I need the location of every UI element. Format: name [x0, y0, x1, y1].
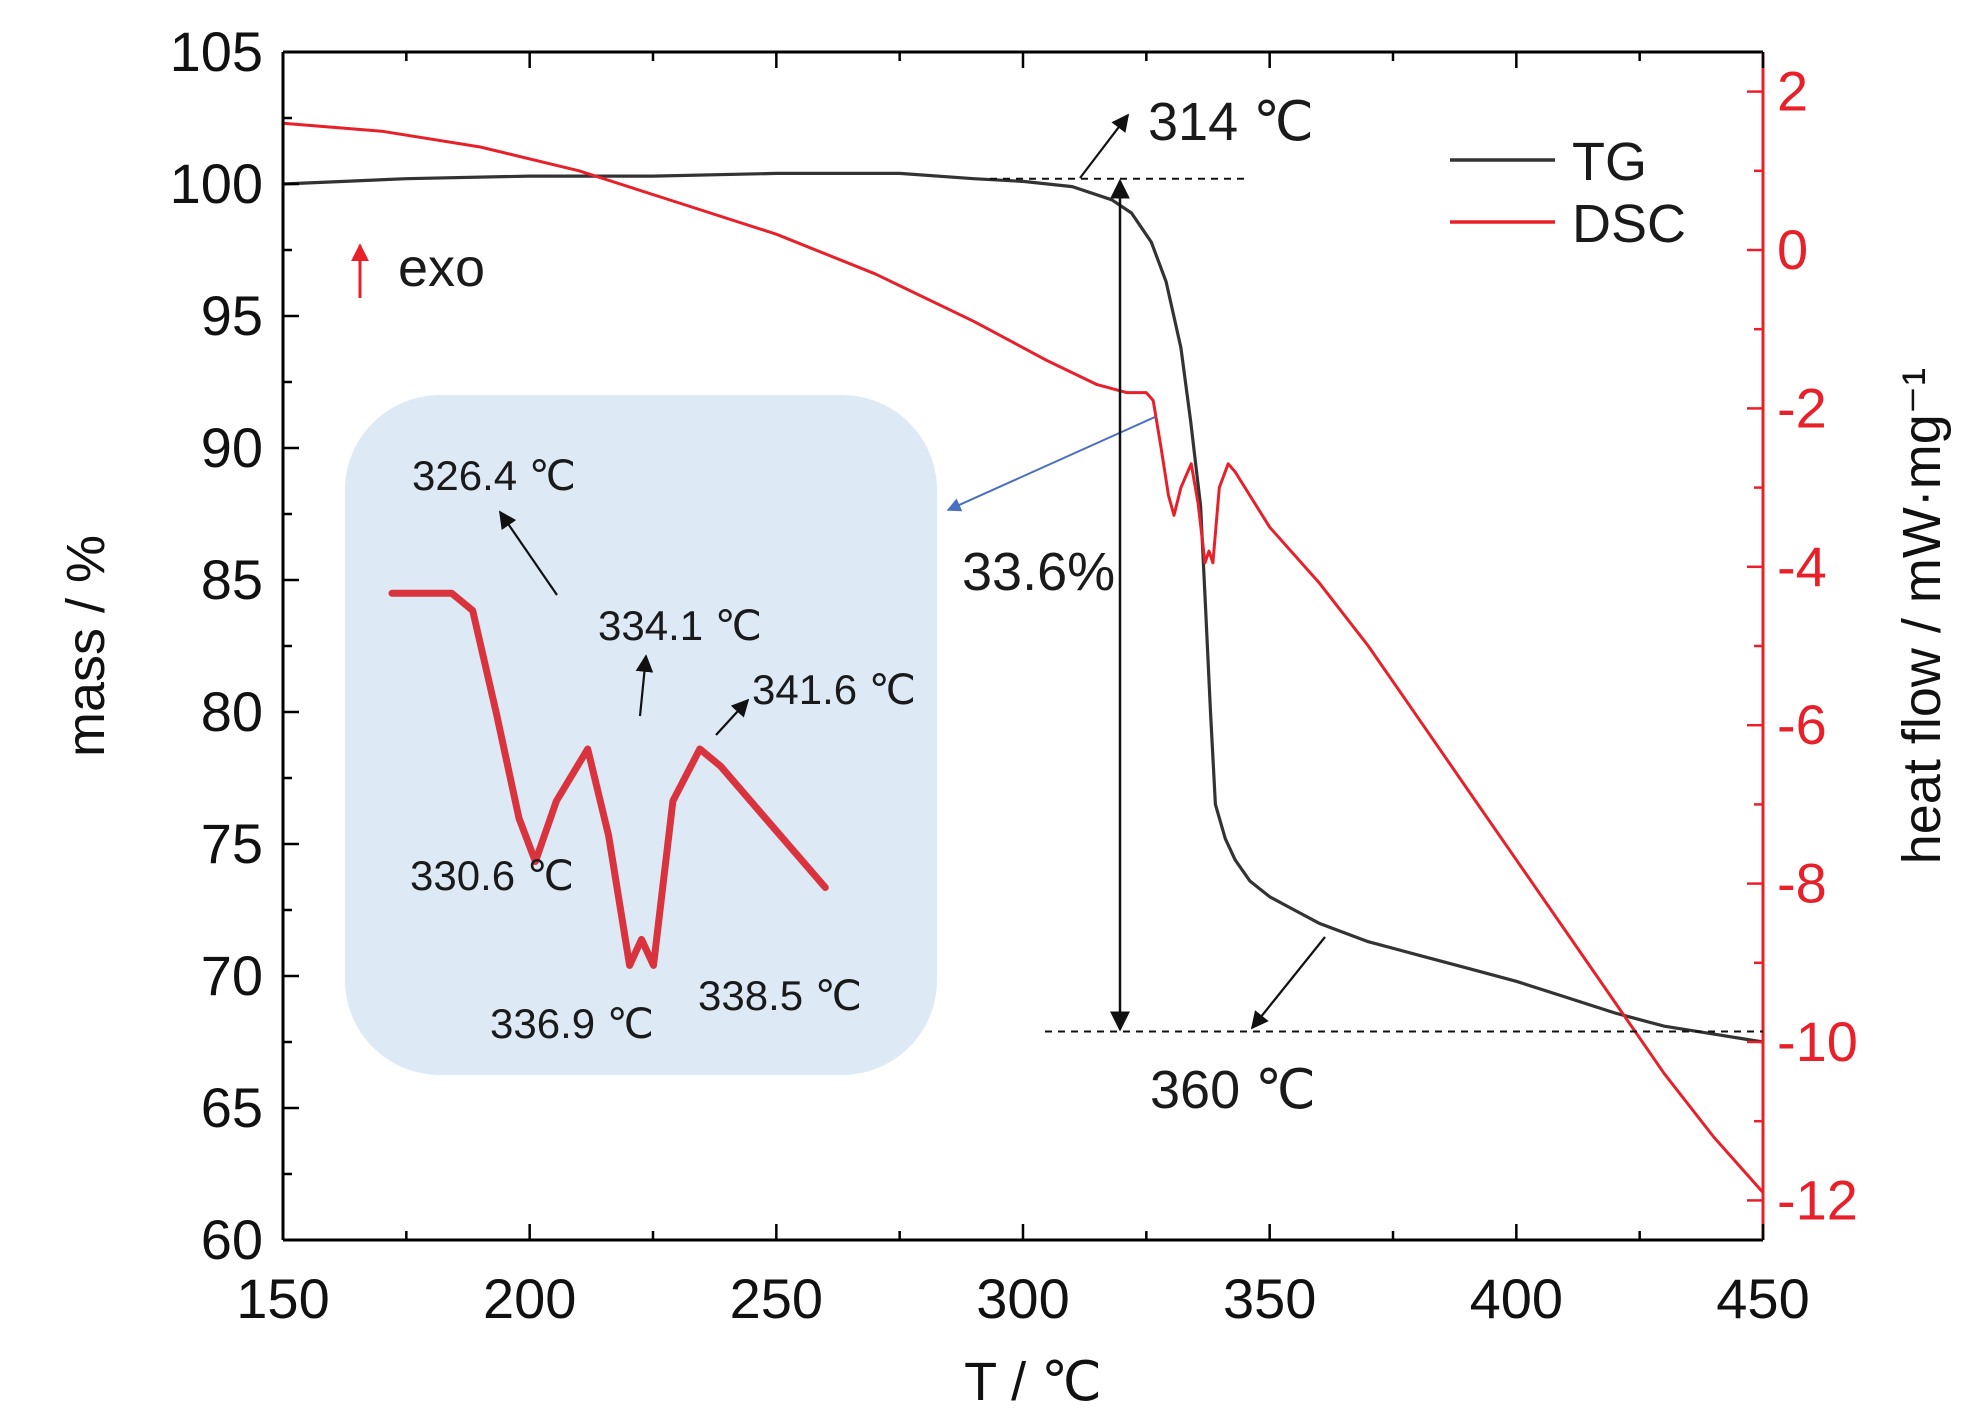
- inset-label: 326.4 ℃: [412, 452, 576, 499]
- exo-label: exo: [398, 238, 485, 298]
- x-tick-label: 400: [1470, 1267, 1563, 1330]
- y-right-tick-label: -10: [1777, 1010, 1858, 1073]
- y-right-tick-label: 2: [1777, 60, 1808, 123]
- mass-loss-label: 33.6%: [962, 542, 1115, 602]
- y-right-tick-label: -6: [1777, 693, 1827, 756]
- y-right-tick-label: 0: [1777, 218, 1808, 281]
- y-left-tick-label: 85: [201, 548, 263, 611]
- y-right-tick-label: -2: [1777, 376, 1827, 439]
- inset-arrow: [499, 510, 558, 596]
- y-left-tick-label: 60: [201, 1208, 263, 1271]
- x-tick-label: 150: [236, 1267, 329, 1330]
- x-tick-label: 250: [730, 1267, 823, 1330]
- y-left-tick-label: 100: [170, 152, 263, 215]
- y-left-tick-label: 70: [201, 944, 263, 1007]
- y-right-tick-label: -8: [1777, 852, 1827, 915]
- inset-label: 341.6 ℃: [752, 666, 916, 713]
- inset-label: 338.5 ℃: [698, 972, 862, 1019]
- y-left-tick-label: 75: [201, 812, 263, 875]
- y-right-tick-label: -12: [1777, 1168, 1858, 1231]
- inset-panel: [345, 395, 937, 1075]
- onset-label: 314 ℃: [1148, 92, 1314, 152]
- series-tg-line: [282, 171, 1764, 1044]
- inset-label: 330.6 ℃: [410, 852, 574, 899]
- x-tick-label: 300: [976, 1267, 1069, 1330]
- legend-label-tg: TG: [1572, 132, 1647, 192]
- inset-label: 334.1 ℃: [598, 602, 762, 649]
- x-tick-label: 350: [1223, 1267, 1316, 1330]
- y-left-tick-label: 90: [201, 416, 263, 479]
- onset-arrow: [1079, 113, 1130, 179]
- legend-label-dsc: DSC: [1572, 194, 1686, 254]
- y-right-tick-label: -4: [1777, 535, 1827, 598]
- inset-pointer-arrow: [946, 416, 1156, 512]
- x-axis-title: T / ℃: [964, 1352, 1102, 1412]
- inset-zoom: 326.4 ℃ 334.1 ℃ 341.6 ℃ 330.6 ℃ 336.9 ℃ 338.5…: [345, 395, 937, 1075]
- inset-dsc-line: [388, 589, 829, 969]
- inset-arrow: [635, 654, 654, 717]
- y-right-axis-title: heat flow / mW·mg⁻¹: [1892, 368, 1952, 865]
- y-left-tick-label: 80: [201, 680, 263, 743]
- y-left-axis-title: mass / %: [56, 535, 116, 757]
- y-left-tick-label: 105: [170, 20, 263, 83]
- end-arrow: [1250, 936, 1326, 1030]
- series-dsc-line: [282, 121, 1765, 1194]
- y-left-tick-label: 95: [201, 284, 263, 347]
- x-tick-label: 450: [1716, 1267, 1809, 1330]
- x-tick-label: 200: [483, 1267, 576, 1330]
- inset-label: 336.9 ℃: [490, 1000, 654, 1047]
- inset-arrow: [715, 698, 750, 736]
- end-label: 360 ℃: [1150, 1060, 1316, 1120]
- y-left-tick-label: 65: [201, 1076, 263, 1139]
